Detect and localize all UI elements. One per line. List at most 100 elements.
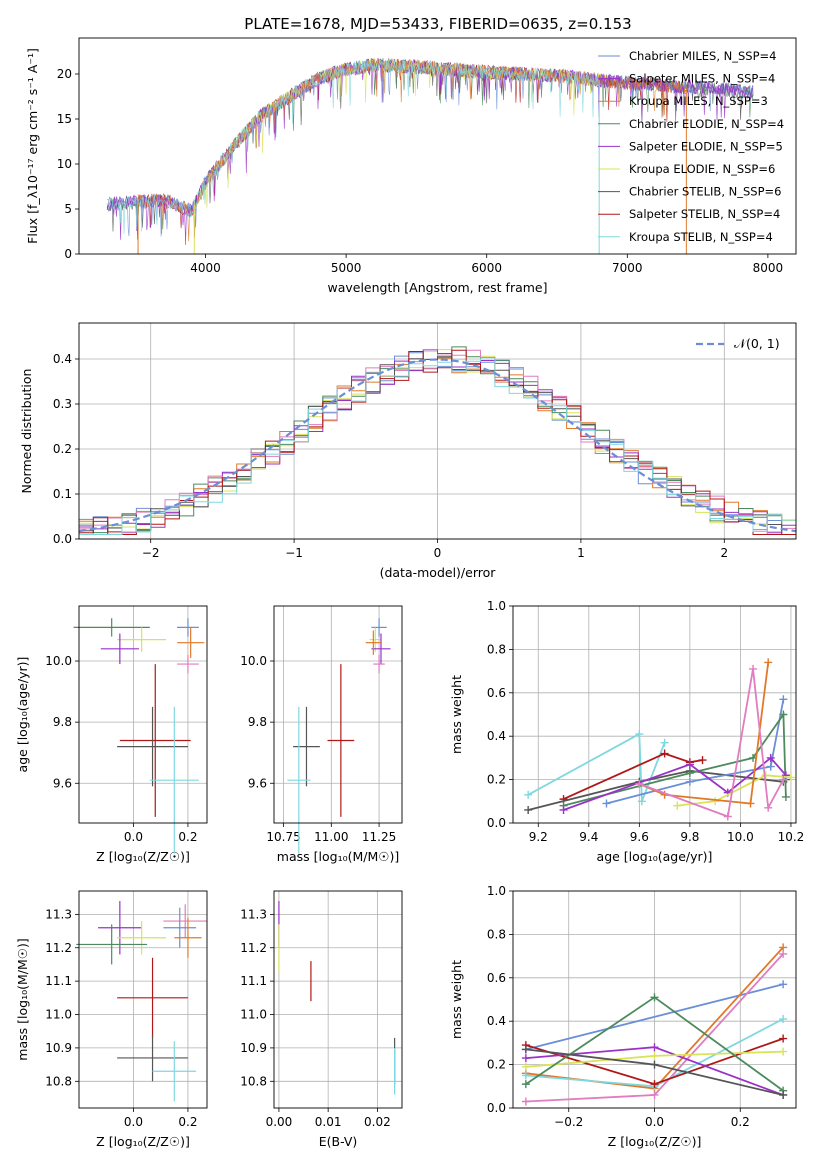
x-tick-label: 0 bbox=[434, 546, 442, 560]
x-tick-label: 0.2 bbox=[178, 830, 197, 844]
data-point bbox=[287, 706, 311, 854]
residuals-ticks: −2 −1 0 1 2 0.0 0.1 0.2 0.3 0.4 bbox=[53, 352, 728, 560]
weight-marker bbox=[781, 771, 790, 780]
y-tick-label: 11.3 bbox=[240, 907, 267, 921]
x-tick-label: 0.02 bbox=[364, 1115, 391, 1129]
data-point bbox=[149, 706, 199, 854]
y-tick-label: 0.2 bbox=[487, 773, 506, 787]
weight-marker bbox=[524, 790, 533, 799]
weight-marker bbox=[766, 753, 775, 762]
y-tick-label: 0.0 bbox=[487, 816, 506, 830]
mass-vs-Z-panel: 0.0 0.2 10.8 10.9 11.0 11.1 11.2 11.3 Z [log₁₀(Z… bbox=[15, 890, 208, 1149]
mass-weight-vs-Z-ylabel: mass weight bbox=[449, 960, 464, 1039]
weight-marker bbox=[779, 1090, 788, 1099]
weight-marker bbox=[660, 749, 669, 758]
y-tick-label: 10 bbox=[57, 157, 72, 171]
residuals-panel: −2 −1 0 1 2 0.0 0.1 0.2 0.3 0.4 (data-model)/error… bbox=[19, 322, 797, 580]
mass-vs-ebv-frame bbox=[273, 890, 403, 1109]
figure-title: PLATE=1678, MJD=53433, FIBERID=0635, z=0… bbox=[244, 15, 631, 33]
age-vs-mass-grid bbox=[274, 606, 402, 823]
spectrum-ticks: 4000 5000 6000 7000 8000 0 5 10 15 20 bbox=[57, 67, 783, 275]
data-point bbox=[327, 664, 355, 817]
weight-marker bbox=[786, 773, 795, 782]
data-point bbox=[73, 618, 150, 637]
y-tick-label: 11.1 bbox=[45, 974, 72, 988]
spectrum-frame bbox=[78, 37, 797, 255]
x-tick-label: 0.00 bbox=[266, 1115, 293, 1129]
x-tick-label: 0.01 bbox=[315, 1115, 342, 1129]
x-tick-label: 0.0 bbox=[124, 830, 143, 844]
mass-weight-vs-Z-plot bbox=[521, 943, 788, 1106]
data-point bbox=[76, 924, 148, 965]
weight-marker bbox=[764, 658, 773, 667]
x-tick-label: 9.8 bbox=[680, 830, 699, 844]
data-point bbox=[293, 706, 320, 787]
residuals-ylabel: Normed distribution bbox=[19, 369, 34, 494]
weight-marker bbox=[650, 1043, 659, 1052]
y-tick-label: 0.6 bbox=[487, 971, 506, 985]
y-tick-label: 9.8 bbox=[248, 715, 267, 729]
data-point bbox=[371, 633, 391, 665]
data-point bbox=[365, 630, 381, 655]
age-vs-mass-panel: 10.75 11.00 11.25 9.6 9.8 10.0 mass [log₁₀(M/M… bbox=[240, 605, 403, 864]
weight-series-line bbox=[606, 699, 785, 805]
y-tick-label: 10.8 bbox=[240, 1074, 267, 1088]
x-tick-label: 6000 bbox=[471, 261, 502, 275]
x-tick-label: −1 bbox=[285, 546, 303, 560]
x-tick-label: 9.6 bbox=[630, 830, 649, 844]
weight-marker bbox=[650, 1080, 659, 1089]
data-point bbox=[177, 627, 205, 658]
weight-marker bbox=[650, 1090, 659, 1099]
weight-marker bbox=[559, 805, 568, 814]
mass-vs-ebv-grid bbox=[274, 891, 402, 1108]
x-tick-label: 9.2 bbox=[529, 830, 548, 844]
residuals-frame bbox=[78, 322, 797, 540]
y-tick-label: 0 bbox=[64, 247, 72, 261]
weight-marker bbox=[650, 1060, 659, 1069]
y-tick-label: 0.4 bbox=[487, 1014, 506, 1028]
mass-weight-vs-Z-panel: −0.2 0.0 0.2 0.0 0.2 0.4 0.6 0.8 1.0 Z [log₁₀(Z/Z… bbox=[449, 884, 797, 1149]
y-tick-label: 10.9 bbox=[240, 1041, 267, 1055]
spectrum-series-line bbox=[137, 57, 687, 238]
age-vs-mass-ticks: 10.75 11.00 11.25 9.6 9.8 10.0 bbox=[240, 654, 396, 844]
weight-marker bbox=[521, 1062, 530, 1071]
age-vs-mass-xlabel: mass [log₁₀(M/M☉)] bbox=[277, 849, 399, 864]
data-point bbox=[117, 627, 167, 652]
weight-marker bbox=[711, 797, 720, 806]
x-tick-label: −2 bbox=[142, 546, 160, 560]
y-tick-label: 0.8 bbox=[487, 642, 506, 656]
legend-label: Chabrier STELIB, N_SSP=6 bbox=[629, 185, 781, 199]
x-tick-label: 2 bbox=[720, 546, 728, 560]
data-point bbox=[163, 907, 197, 948]
weight-marker bbox=[746, 799, 755, 808]
legend-label: 𝒩(0, 1) bbox=[734, 336, 780, 351]
legend-label: Chabrier MILES, N_SSP=4 bbox=[629, 49, 776, 63]
mass-weight-vs-age-ticks: 9.2 9.4 9.6 9.8 10.0 10.2 0.0 0.2 0.4 0.6 0.8 1.0 bbox=[487, 599, 804, 844]
y-tick-label: 11.1 bbox=[240, 974, 267, 988]
age-vs-Z-plot bbox=[73, 618, 205, 854]
weight-marker bbox=[685, 760, 694, 769]
mass-weight-vs-age-panel: 9.2 9.4 9.6 9.8 10.0 10.2 0.0 0.2 0.4 0.6 0.8 1.0 ag… bbox=[449, 599, 804, 864]
y-tick-label: 1.0 bbox=[487, 599, 506, 613]
weight-marker bbox=[779, 949, 788, 958]
histogram-series bbox=[79, 349, 796, 535]
normal-curve bbox=[79, 358, 796, 533]
mass-weight-vs-age-plot bbox=[524, 658, 795, 821]
data-point bbox=[174, 917, 202, 958]
y-tick-label: 1.0 bbox=[487, 884, 506, 898]
y-tick-label: 15 bbox=[57, 112, 72, 126]
x-tick-label: 11.25 bbox=[362, 830, 396, 844]
y-tick-label: 5 bbox=[64, 202, 72, 216]
y-tick-label: 0.2 bbox=[487, 1058, 506, 1072]
mass-vs-ebv-xlabel: E(B-V) bbox=[319, 1134, 358, 1149]
y-tick-label: 10.0 bbox=[240, 654, 267, 668]
weight-marker bbox=[660, 738, 669, 747]
mass-vs-ebv-panel: 0.00 0.01 0.02 10.8 10.9 11.0 11.1 11.2 11.3 E(B-… bbox=[240, 890, 403, 1149]
y-tick-label: 0.4 bbox=[53, 352, 72, 366]
x-tick-label: 10.75 bbox=[266, 830, 300, 844]
y-tick-label: 11.3 bbox=[45, 907, 72, 921]
y-tick-label: 20 bbox=[57, 67, 72, 81]
mass-vs-Z-frame bbox=[78, 890, 208, 1109]
y-tick-label: 0.0 bbox=[53, 532, 72, 546]
